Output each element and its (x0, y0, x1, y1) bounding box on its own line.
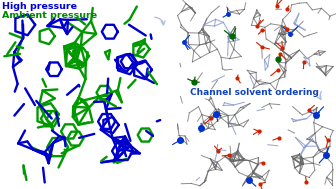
FancyArrowPatch shape (317, 91, 322, 99)
Text: Channel solvent ordering: Channel solvent ordering (190, 88, 319, 97)
Bar (171, 0, 336, 92)
FancyArrowPatch shape (155, 17, 165, 25)
Bar (171, 95, 336, 189)
Bar (0, 0, 168, 189)
Bar (171, 90, 336, 96)
Text: Ambient pressure: Ambient pressure (2, 11, 97, 20)
Text: High pressure: High pressure (2, 2, 77, 11)
